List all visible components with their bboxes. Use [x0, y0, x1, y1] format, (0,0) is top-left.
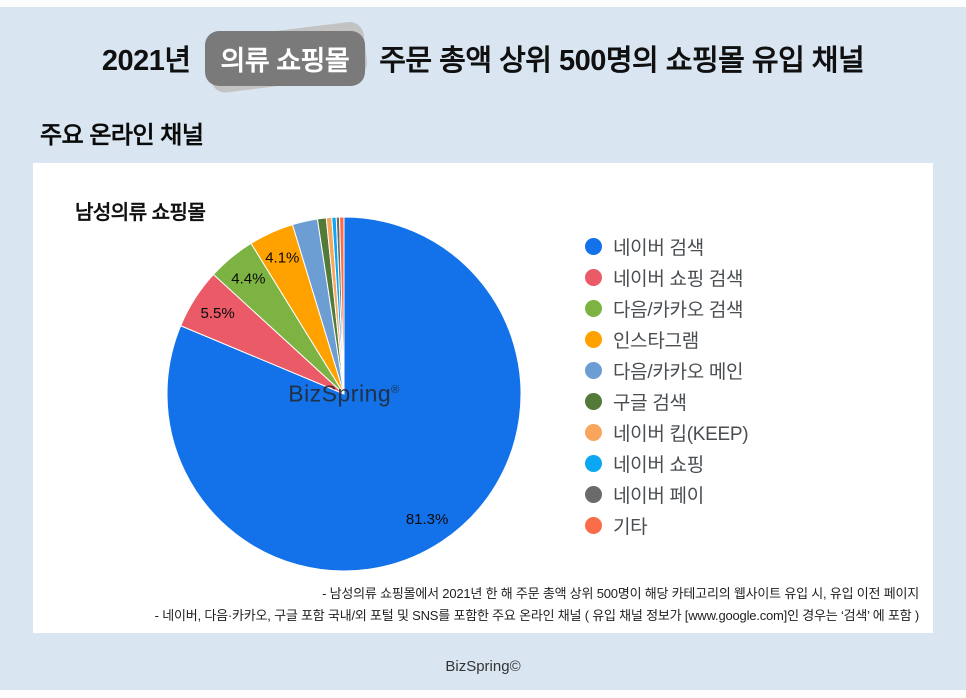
legend-item-6: 네이버 킵(KEEP): [585, 417, 749, 448]
legend-dot-icon: [585, 300, 602, 317]
legend-label: 기타: [613, 517, 648, 538]
legend-label: 네이버 쇼핑: [613, 455, 704, 476]
section-title: 주요 온라인 채널: [40, 122, 204, 149]
legend-item-1: 네이버 쇼핑 검색: [585, 262, 748, 293]
legend-item-5: 구글 검색: [585, 386, 748, 417]
legend-dot-icon: [585, 517, 602, 534]
title-badge: 의류 쇼핑몰: [204, 30, 366, 86]
pie-slice-label: 4.4%: [231, 270, 265, 287]
legend-dot-icon: [585, 362, 602, 379]
legend-label: 네이버 킵(KEEP): [613, 424, 749, 445]
legend-dot-icon: [585, 455, 602, 472]
legend-dot-icon: [585, 331, 602, 348]
footnote-line: - 남성의류 쇼핑몰에서 2021년 한 해 주문 총액 상위 500명이 해당…: [322, 586, 919, 601]
legend-item-3: 인스타그램: [585, 324, 748, 355]
chart-card: 81.3% 5.5% 4.4% 4.1% BizSpring® 남성의류 쇼핑몰 네이…: [33, 163, 933, 633]
legend-item-0: 네이버 검색: [585, 231, 748, 262]
registered-mark-icon: ®: [391, 383, 400, 396]
pie-chart: 81.3% 5.5% 4.4%4.1%: [166, 216, 522, 572]
legend-label: 네이버 쇼핑 검색: [613, 269, 744, 290]
pie-slice-label: 4.1%: [265, 249, 299, 266]
legend-label: 네이버 검색: [613, 238, 704, 259]
watermark-text: BizSpring: [288, 380, 392, 407]
legend-item-2: 다음/카카오 검색: [585, 293, 748, 324]
legend-item-9: 기타: [585, 510, 748, 541]
page-title-prefix: 2021년: [101, 45, 191, 77]
legend-dot-icon: [585, 269, 602, 286]
watermark: BizSpring®: [288, 381, 400, 408]
legend-dot-icon: [585, 238, 602, 255]
legend-label: 다음/카카오 메인: [613, 362, 744, 383]
pie-slice-9: [339, 216, 345, 395]
page-title: 2021년 의류 쇼핑몰 주문 총액 상위 500명의 쇼핑몰 유입 채널: [0, 19, 966, 94]
legend-dot-icon: [585, 393, 602, 410]
footnote-line: - 네이버, 다음·카카오, 구글 포함 국내/외 포털 및 SNS를 포함한 …: [154, 608, 920, 623]
legend-item-8: 네이버 페이: [585, 479, 748, 510]
legend-label: 구글 검색: [613, 393, 687, 414]
legend-label: 다음/카카오 검색: [613, 300, 744, 321]
chart-title: 남성의류 쇼핑몰: [75, 202, 206, 224]
legend-dot-icon: [585, 486, 602, 503]
legend-dot-icon: [585, 424, 602, 441]
legend-label: 네이버 페이: [613, 486, 704, 507]
pie-slice-label: 81.3%: [406, 511, 449, 528]
footer-brand: BizSpring©: [445, 658, 521, 675]
page-title-suffix: 주문 총액 상위 500명의 쇼핑몰 유입 채널: [379, 45, 865, 77]
title-badge-wrap: 의류 쇼핑몰: [204, 19, 368, 94]
pie-slice-label: 5.5%: [200, 305, 234, 322]
legend-item-7: 네이버 쇼핑: [585, 448, 748, 479]
footnotes: - 남성의류 쇼핑몰에서 2021년 한 해 주문 총액 상위 500명이 해당…: [154, 583, 920, 627]
legend-label: 인스타그램: [613, 331, 699, 352]
legend-item-4: 다음/카카오 메인: [585, 355, 748, 386]
